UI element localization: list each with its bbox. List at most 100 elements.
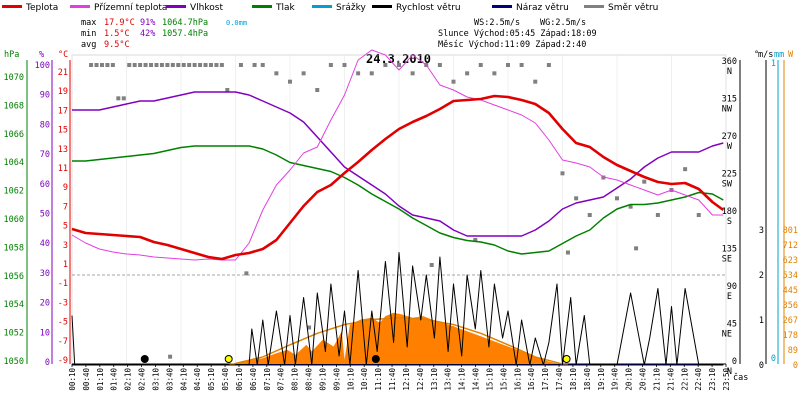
wind-direction-point [214,63,219,67]
stat-max-temp: 17.9°C [104,18,135,28]
wind-direction-point [168,354,173,359]
moonset-marker [140,355,149,363]
solar-tick-label: 178 [783,331,798,341]
direction-tick-compass: SW [722,180,733,190]
direction-tick-degrees: 180 [722,207,737,217]
wind-direction-point [328,63,333,67]
x-tick-label: 14:10 [458,368,467,391]
wind-direction-point [165,63,170,67]
wind-speed-tick-label: 0 [759,361,764,371]
direction-tick-compass: NE [722,330,732,340]
chart-title: 24.3.2010 [366,52,431,66]
pressure-tick-label: 1062 [4,187,24,197]
x-tick-label: 09:10 [318,368,327,391]
wind-direction-point [397,63,401,67]
wind-direction-point [149,63,154,67]
solar-tick-label: 356 [783,301,798,311]
wind-direction-point [143,63,148,67]
wind-direction-point [192,63,197,67]
wind-direction-point [138,63,143,67]
stat-avg-label: avg [81,40,96,50]
humidity-tick-label: 30 [40,269,50,279]
humidity-tick-label: 70 [40,150,50,160]
wind-direction-point [154,63,159,67]
x-tick-label: 10:10 [346,368,355,391]
temperature-tick-label: -9 [58,356,68,366]
x-tick-label: 23:50 [722,368,731,391]
temperature-tick-label: 15 [58,126,68,136]
wind-direction-point [170,63,175,67]
direction-tick-compass: N [727,67,732,77]
x-tick-label: 20:40 [639,368,648,391]
x-tick-label: 11:10 [374,368,383,391]
pressure-tick-label: 1064 [4,158,24,168]
wind-direction-point [225,88,230,92]
axis-unit-hpa: hPa [4,50,19,60]
stats-block: max 17.9°C 91% 1064.7hPa 0.0mm min 1.5°C… [81,18,597,50]
wind-direction-point [574,196,579,201]
direction-tick-degrees: 360 [722,57,737,67]
direction-tick-compass: NW [722,105,733,115]
humidity-tick-label: 10 [40,328,50,338]
direction-tick-degrees: 315 [722,95,737,105]
x-tick-label: 16:10 [513,368,522,391]
series-humidity-line [72,91,724,237]
temperature-tick-label: 21 [58,68,68,78]
wind-direction-point [519,63,524,67]
moon-times: Měsíc Východ:11:09 Západ:2:40 [438,40,586,50]
legend-label-smer: Směr větru [608,3,658,13]
stat-max-label: max [81,18,96,28]
wind-gust-stat: WG:2.5m/s [540,18,586,28]
legend-label-tlak: Tlak [275,3,296,13]
wind-direction-point [473,238,478,242]
wind-direction-point [655,213,660,217]
direction-tick-compass: E [727,292,732,302]
direction-tick-degrees: 45 [727,320,737,330]
wind-direction-point [159,63,164,67]
wind-direction-point [615,196,619,201]
sun-moon-markers [140,355,571,363]
humidity-tick-label: 0 [45,358,50,368]
wind-direction-point [342,63,347,67]
solar-tick-label: 801 [783,226,798,236]
pressure-tick-label: 1070 [4,73,24,83]
x-tick-label: 19:10 [597,368,606,391]
direction-tick-degrees: 135 [722,245,737,255]
wind-direction-point [89,63,94,67]
wind-direction-point [208,63,213,67]
solar-tick-label: 534 [783,271,798,281]
x-tick-label: 14:40 [472,368,481,391]
wind-direction-point [198,63,203,67]
x-tick-label: 03:40 [165,368,174,391]
wind-direction-point [506,63,510,67]
wind-direction-point [288,79,292,84]
x-tick-label: 06:10 [235,368,244,391]
humidity-tick-label: 100 [35,61,50,71]
direction-tick-compass: W [727,142,733,152]
x-tick-label: 10:40 [360,368,369,391]
x-tick-label: 15:40 [499,368,508,391]
x-tick-label: 05:40 [221,368,230,391]
legend-swatch-teplota [2,5,22,8]
temperature-tick-label: -5 [58,318,68,328]
wind-direction-point [238,63,243,67]
direction-tick-degrees: 0 [732,357,737,367]
wind-direction-point [121,96,126,101]
wind-direction-point [696,213,701,217]
x-tick-label: 21:40 [666,368,675,391]
legend-label-srazky: Srážky [336,3,367,13]
wind-direction-point [260,63,265,67]
wind-direction-point [383,63,388,67]
humidity-tick-label: 90 [40,91,50,101]
solar-tick-label: 0 [793,361,798,371]
stat-min-label: min [81,29,96,39]
wind-direction-point [252,63,257,67]
x-tick-label: 15:10 [485,368,494,391]
wind-speed-tick-label: 1 [759,316,764,326]
legend-label-naraz: Náraz větru [516,3,569,13]
pressure-tick-label: 1066 [4,130,24,140]
axis-unit-mm: mm [774,50,784,60]
axis-unit-percent: % [39,50,44,60]
x-tick-label: 22:10 [680,368,689,391]
pressure-tick-label: 1052 [4,329,24,339]
